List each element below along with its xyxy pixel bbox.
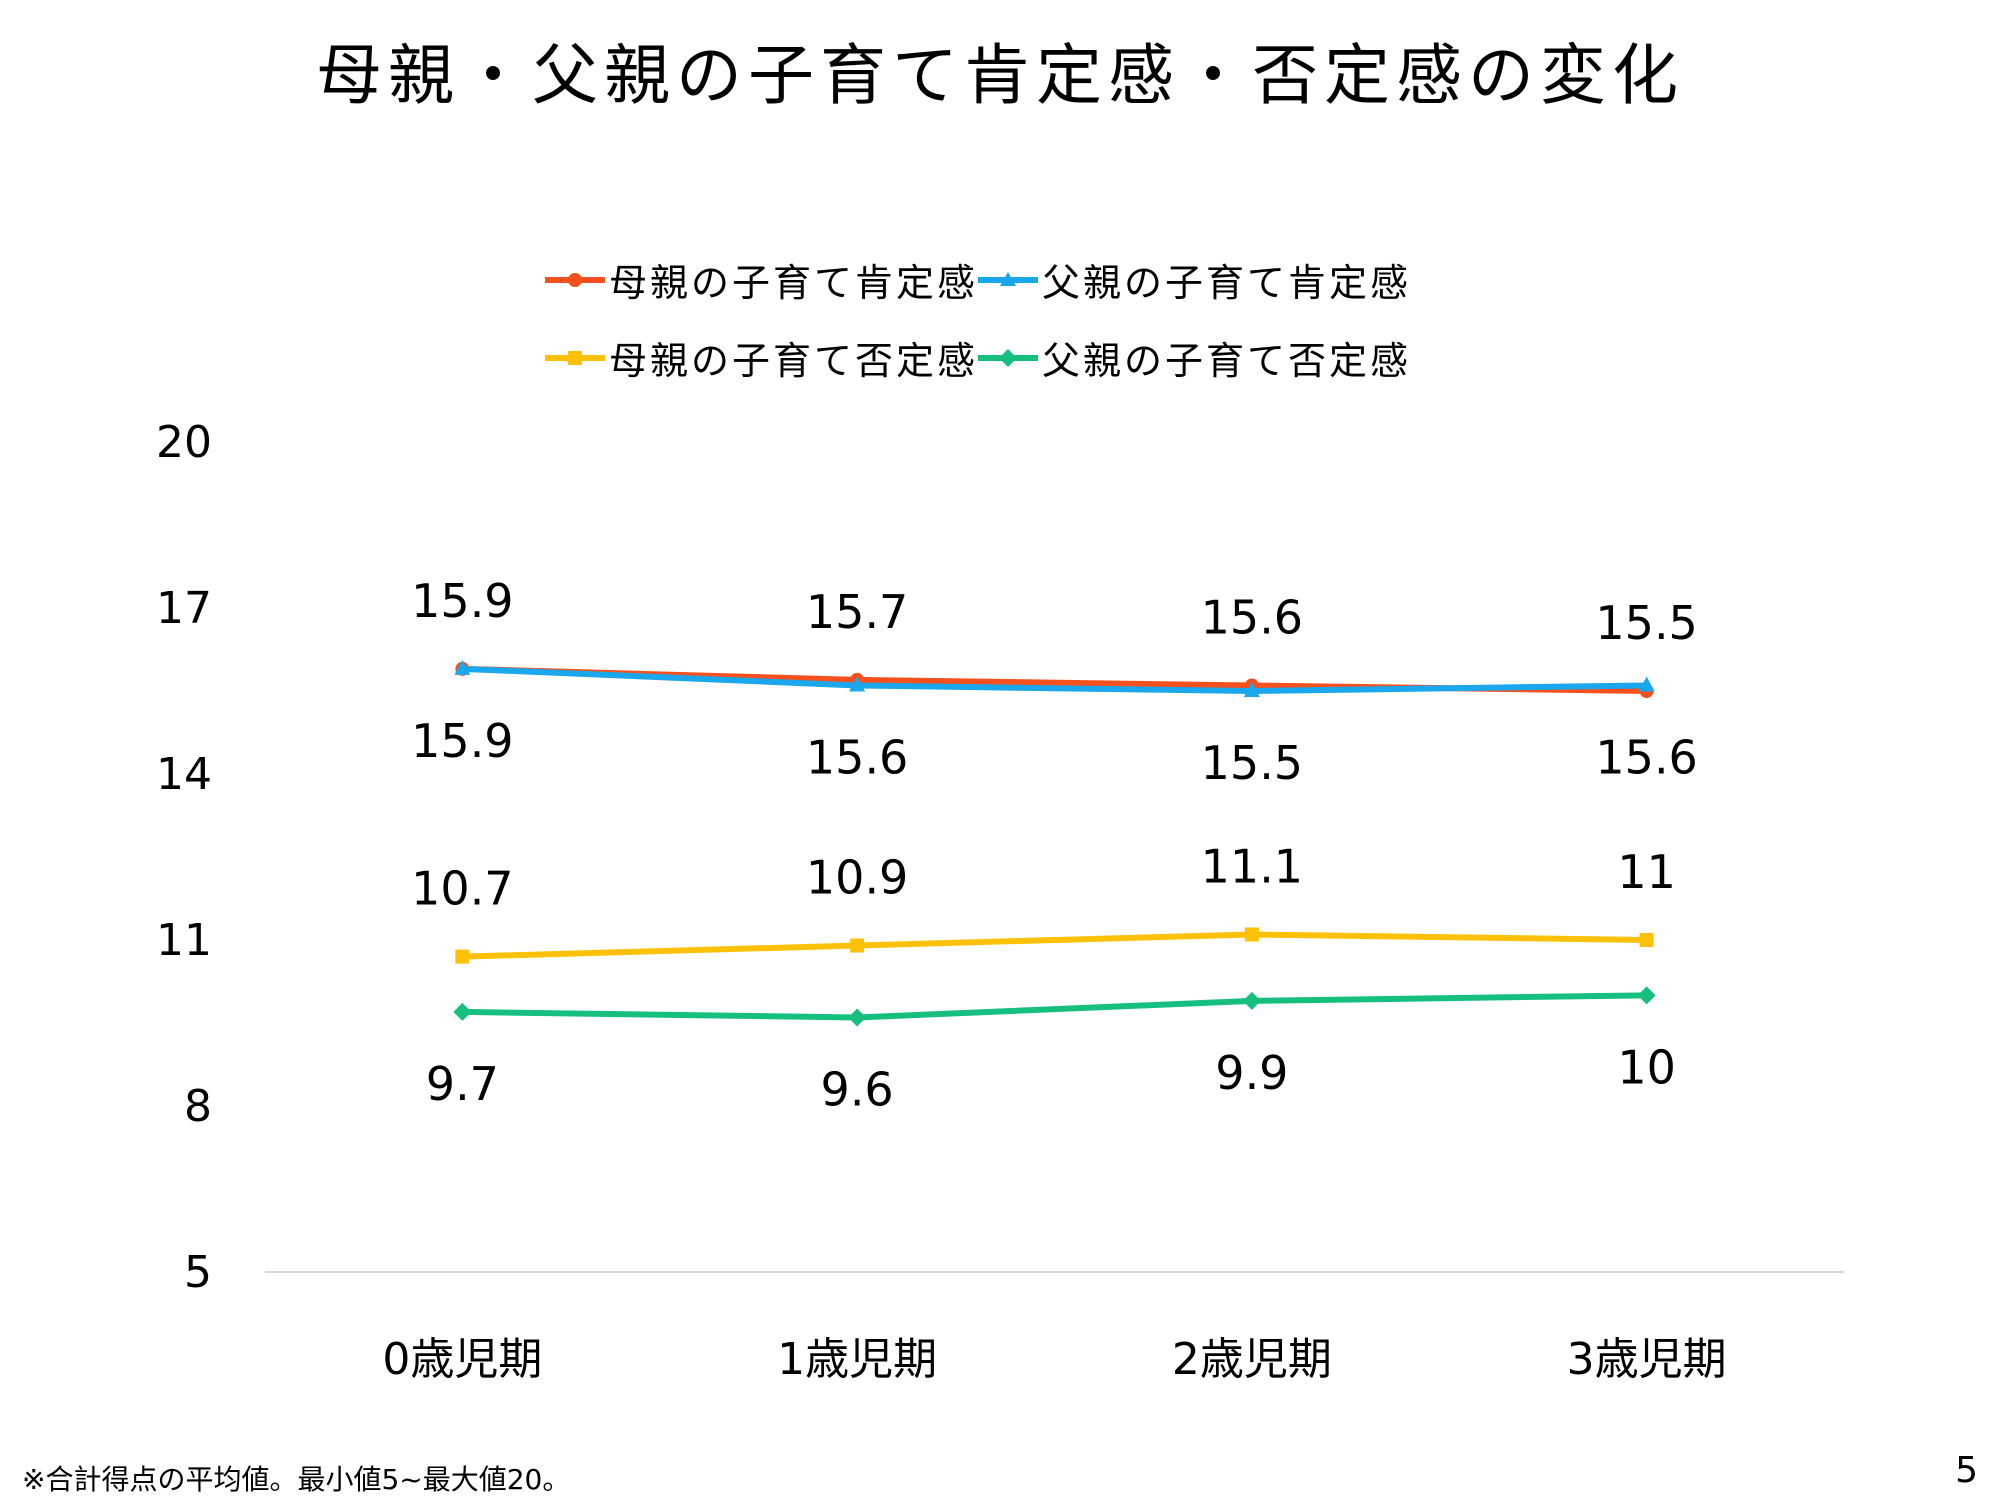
y-tick-label: 5 bbox=[184, 1247, 212, 1298]
legend-label: 父親の子育て肯定感 bbox=[1042, 261, 1412, 305]
legend-marker-circle-icon bbox=[545, 272, 605, 287]
legend-item: 父親の子育て否定感 bbox=[978, 330, 1411, 385]
data-label: 15.9 bbox=[411, 574, 513, 628]
legend-label: 父親の子育て否定感 bbox=[1042, 339, 1412, 383]
data-label: 15.5 bbox=[1595, 596, 1697, 650]
legend-label: 母親の子育て否定感 bbox=[609, 339, 979, 383]
data-label: 15.6 bbox=[806, 730, 908, 784]
legend-item: 父親の子育て肯定感 bbox=[978, 252, 1411, 307]
legend-item: 母親の子育て否定感 bbox=[545, 330, 978, 385]
data-label: 10.7 bbox=[411, 862, 513, 916]
data-label: 9.6 bbox=[821, 1062, 894, 1116]
data-label: 9.7 bbox=[426, 1057, 499, 1111]
series-line bbox=[462, 665, 1647, 694]
chart-title: 母親・父親の子育て肯定感・否定感の変化 bbox=[316, 37, 1684, 114]
footnote: ※合計得点の平均値。最小値5~最大値20。 bbox=[22, 1463, 571, 1496]
data-point bbox=[850, 938, 865, 953]
data-point bbox=[455, 949, 470, 964]
data-point bbox=[1639, 933, 1654, 947]
data-label: 15.7 bbox=[806, 585, 908, 639]
legend-marker-square-icon bbox=[545, 350, 605, 365]
x-tick-label: 3歳児期 bbox=[1567, 1334, 1727, 1385]
x-tick-label: 2歳児期 bbox=[1172, 1334, 1332, 1385]
data-point bbox=[848, 1008, 867, 1027]
data-point bbox=[1243, 682, 1260, 697]
data-label: 15.9 bbox=[411, 714, 513, 768]
legend-label: 母親の子育て肯定感 bbox=[609, 261, 979, 305]
data-label: 15.6 bbox=[1201, 590, 1303, 644]
legend-row-2: 母親の子育て否定感 父親の子育て否定感 bbox=[545, 330, 1411, 385]
legend-row-1: 母親の子育て肯定感 父親の子育て肯定感 bbox=[545, 252, 1411, 307]
data-point bbox=[454, 659, 471, 675]
data-label: 11 bbox=[1617, 845, 1676, 899]
legend-marker-triangle-icon bbox=[978, 271, 1039, 286]
data-label: 11.1 bbox=[1201, 839, 1303, 893]
data-label: 15.5 bbox=[1201, 736, 1303, 790]
data-point bbox=[1638, 676, 1655, 692]
x-tick-label: 1歳児期 bbox=[777, 1334, 937, 1385]
y-tick-label: 11 bbox=[156, 915, 212, 966]
data-label: 10.9 bbox=[806, 851, 908, 905]
data-label: 10 bbox=[1617, 1040, 1676, 1094]
data-label: 9.9 bbox=[1215, 1046, 1288, 1100]
x-tick-label: 0歳児期 bbox=[382, 1334, 542, 1385]
legend-item: 母親の子育て肯定感 bbox=[545, 252, 978, 307]
page-number: 5 bbox=[1955, 1450, 1978, 1491]
data-point bbox=[1244, 927, 1259, 942]
data-point bbox=[453, 1002, 472, 1021]
data-point bbox=[1242, 991, 1261, 1010]
legend-marker-diamond-icon bbox=[978, 348, 1039, 367]
series-line bbox=[462, 931, 1647, 960]
series-line bbox=[462, 992, 1647, 1021]
y-tick-label: 17 bbox=[156, 583, 212, 634]
data-point bbox=[1637, 986, 1656, 1005]
y-tick-label: 14 bbox=[156, 749, 212, 800]
data-point bbox=[849, 676, 866, 692]
data-label: 15.6 bbox=[1595, 730, 1697, 784]
y-tick-label: 20 bbox=[156, 417, 212, 468]
y-tick-label: 8 bbox=[184, 1081, 212, 1132]
